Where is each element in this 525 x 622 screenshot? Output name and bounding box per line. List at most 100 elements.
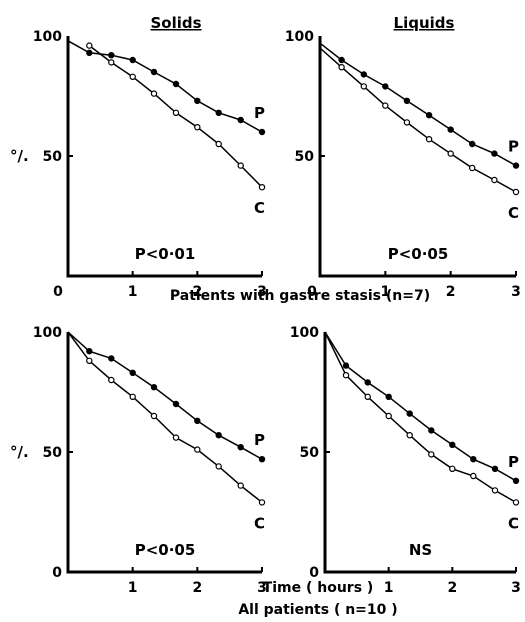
- data-point-P: [86, 348, 93, 355]
- data-point-P: [237, 116, 244, 124]
- data-point-P: [172, 80, 180, 88]
- data-point-C: [237, 482, 244, 489]
- row2-caption: All patients ( n=10 ): [238, 602, 397, 618]
- series-line-P: [319, 42, 517, 167]
- panel-solids-all: 1 2 3 0 50 100 °/. P C P<0·05: [10, 325, 267, 596]
- panel-liquids-stasis: 0 1 2 3 50 100 P C P<0·05: [285, 29, 521, 300]
- data-point-P: [129, 369, 136, 376]
- x-tick-label: 0: [307, 284, 317, 300]
- x-tick-label: 1: [128, 580, 138, 596]
- data-point-P: [108, 52, 115, 59]
- data-point-P: [470, 456, 477, 463]
- x-tick-label: 3: [257, 284, 267, 300]
- data-point-C: [237, 162, 244, 169]
- x-tick-label: 2: [192, 580, 202, 596]
- data-point-C: [129, 73, 136, 81]
- y-tick-label: 100: [33, 29, 62, 45]
- data-point-P: [406, 410, 413, 417]
- data-point-C: [342, 372, 350, 379]
- y-tick-label: 0: [52, 565, 62, 581]
- data-point-P: [364, 379, 371, 386]
- data-point-P: [150, 384, 158, 391]
- series-label-P: P: [254, 104, 265, 122]
- data-point-C: [194, 446, 201, 453]
- series-line-P: [67, 40, 263, 133]
- y-tick-label: 50: [300, 445, 320, 461]
- data-point-P: [338, 56, 345, 64]
- series-line-P: [67, 331, 263, 460]
- data-point-P: [382, 83, 389, 90]
- data-point-C: [512, 499, 520, 506]
- x-tick-label: 2: [446, 284, 456, 300]
- x-tick-label: 1: [128, 284, 138, 300]
- data-point-P: [172, 400, 180, 408]
- series-line-P: [324, 331, 517, 482]
- data-point-P: [150, 68, 158, 76]
- data-point-P: [491, 150, 498, 157]
- x-tick-label: 3: [257, 580, 267, 596]
- data-point-C: [215, 140, 222, 148]
- column-title-solids: Solids: [150, 14, 201, 32]
- data-point-P: [258, 456, 266, 463]
- data-point-C: [108, 376, 115, 384]
- data-point-C: [406, 432, 413, 439]
- row1-caption: Patients with gastre stasis (n=7): [170, 288, 430, 304]
- data-point-C: [215, 463, 222, 470]
- data-point-C: [258, 499, 266, 506]
- series-line-C: [67, 331, 263, 503]
- data-point-P: [194, 97, 201, 105]
- data-point-C: [425, 135, 433, 143]
- data-point-P: [469, 140, 476, 148]
- y-tick-label: 0: [309, 565, 319, 581]
- data-point-C: [428, 451, 435, 458]
- data-point-C: [194, 123, 201, 131]
- series-label-P: P: [508, 138, 519, 156]
- y-axis-label: °/.: [10, 443, 29, 461]
- data-point-C: [108, 59, 115, 66]
- x-tick-label: 1: [384, 580, 394, 596]
- series-line-C: [324, 331, 517, 504]
- data-point-P: [215, 432, 222, 439]
- panel-solids-stasis: 0 1 2 3 50 100 °/. P C P<0·01: [10, 29, 267, 300]
- data-point-C: [129, 393, 136, 400]
- data-point-C: [86, 357, 93, 364]
- data-point-C: [491, 176, 498, 184]
- significance-label: P<0·05: [388, 245, 449, 263]
- panel-liquids-all: 1 2 3 0 50 100 P C NS: [290, 325, 521, 596]
- x-tick-label: 3: [511, 284, 521, 300]
- data-point-C: [360, 83, 367, 90]
- data-point-P: [512, 162, 520, 169]
- data-point-P: [108, 355, 115, 362]
- data-point-C: [469, 164, 476, 172]
- y-tick-label: 100: [290, 325, 319, 341]
- x-tick-label: 0: [53, 284, 63, 300]
- data-point-P: [425, 111, 433, 119]
- data-point-P: [428, 427, 435, 434]
- series-label-C: C: [254, 514, 265, 532]
- data-point-P: [86, 49, 93, 57]
- data-point-P: [258, 128, 266, 136]
- series-label-P: P: [254, 431, 265, 449]
- data-point-P: [447, 126, 454, 133]
- y-tick-label: 50: [43, 445, 63, 461]
- data-point-P: [342, 362, 350, 369]
- data-point-P: [491, 465, 499, 472]
- y-tick-label: 100: [285, 29, 314, 45]
- y-axis-label: °/.: [10, 147, 29, 165]
- data-point-C: [172, 109, 180, 117]
- data-point-C: [382, 102, 389, 109]
- data-point-C: [491, 487, 499, 494]
- significance-label: P<0·01: [135, 245, 196, 263]
- data-point-P: [512, 477, 520, 484]
- data-point-C: [150, 90, 158, 97]
- time-axis-label: Time ( hours ): [263, 580, 374, 596]
- data-point-P: [360, 71, 367, 78]
- y-tick-label: 50: [43, 149, 63, 165]
- significance-label: NS: [409, 541, 432, 559]
- data-point-C: [385, 412, 392, 420]
- data-point-P: [385, 393, 392, 400]
- data-point-P: [194, 417, 201, 424]
- data-point-C: [449, 465, 456, 472]
- series-label-C: C: [508, 514, 519, 532]
